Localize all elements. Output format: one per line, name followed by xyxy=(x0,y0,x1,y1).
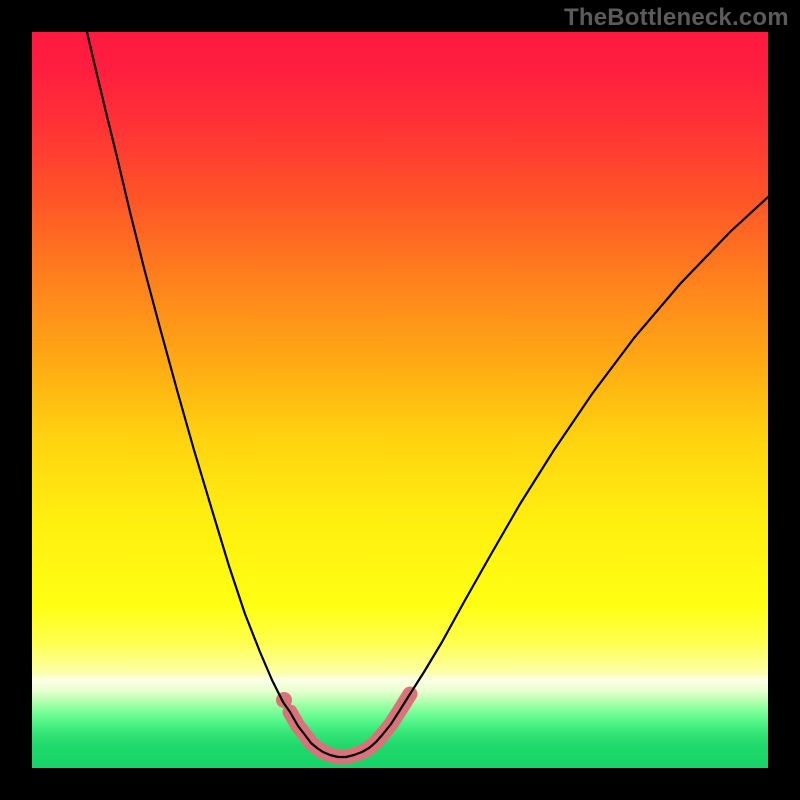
watermark-text: TheBottleneck.com xyxy=(564,4,789,32)
chart-svg xyxy=(32,32,768,768)
chart-plot-area xyxy=(32,32,768,768)
gradient-background xyxy=(32,32,768,768)
